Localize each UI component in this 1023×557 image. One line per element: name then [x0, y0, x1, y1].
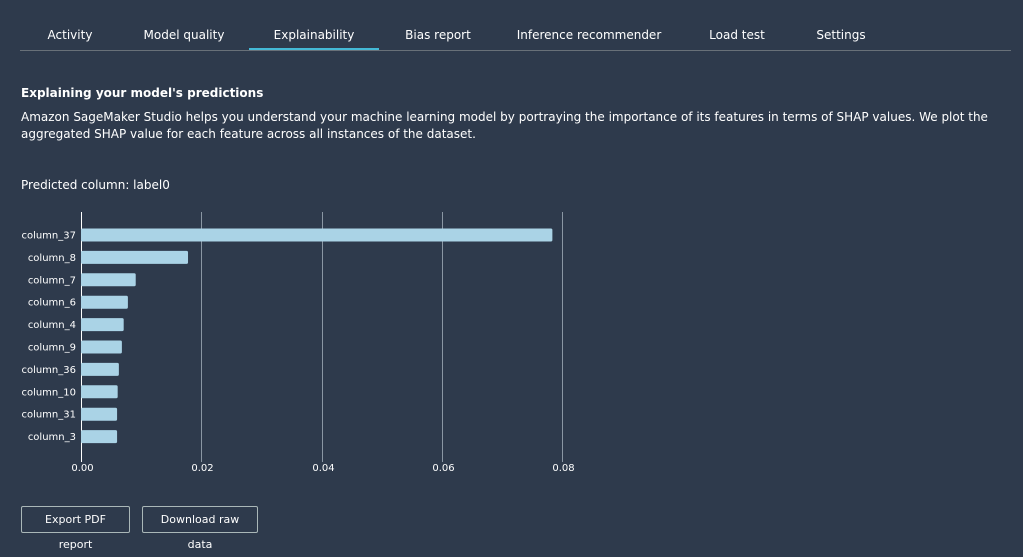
category-label: column_4	[28, 320, 76, 331]
download-raw-data-button[interactable]: Download raw data	[142, 506, 258, 551]
category-label: column_6	[28, 298, 76, 309]
category-label: column_9	[28, 343, 76, 354]
tab-settings[interactable]: Settings	[816, 28, 866, 42]
category-label: column_37	[21, 231, 76, 242]
shap-bar-chart: 0.00 0.02 0.04 0.06 0.08 column_37 column_8col…	[21, 212, 575, 474]
category-label: column_8	[28, 253, 76, 264]
tab-load-test[interactable]: Load test	[709, 28, 765, 42]
bar-column_37[interactable]	[81, 228, 553, 242]
x-tick-label: 0.00	[71, 463, 93, 474]
category-label: column_10	[21, 387, 76, 398]
tab-model-quality[interactable]: Model quality	[143, 28, 225, 42]
category-label: column_31	[21, 410, 76, 421]
bar-column_3[interactable]	[81, 430, 118, 444]
tab-bar: Activity Model quality Explainability Bi…	[20, 22, 1011, 51]
tab-activity[interactable]: Activity	[47, 28, 93, 42]
bar-column_36[interactable]	[81, 362, 119, 376]
bar-column_9[interactable]	[81, 340, 122, 354]
section-description: Amazon SageMaker Studio helps you unders…	[21, 110, 988, 141]
bar-column_8[interactable]	[81, 250, 189, 264]
bar-column_4[interactable]	[81, 318, 124, 332]
bar-column_31[interactable]	[81, 407, 118, 421]
tab-inference-recommender[interactable]: Inference recommender	[516, 28, 662, 42]
bar-column_10[interactable]	[81, 385, 118, 399]
category-label: column_7	[28, 275, 76, 286]
x-tick-label: 0.04	[312, 463, 334, 474]
predicted-column-label: Predicted column: label0	[21, 178, 170, 192]
bar-column_7[interactable]	[81, 273, 136, 287]
section-title: Explaining your model's predictions	[21, 86, 264, 100]
category-label: column_36	[21, 365, 76, 376]
tab-bias-report[interactable]: Bias report	[405, 28, 471, 42]
x-tick-label: 0.02	[191, 463, 213, 474]
category-label: column_3	[28, 432, 76, 443]
x-tick-label: 0.08	[552, 463, 574, 474]
tab-explainability[interactable]: Explainability	[249, 22, 379, 50]
x-tick-label: 0.06	[432, 463, 454, 474]
bar-column_6[interactable]	[81, 295, 128, 309]
export-pdf-report-button[interactable]: Export PDF report	[21, 506, 130, 551]
